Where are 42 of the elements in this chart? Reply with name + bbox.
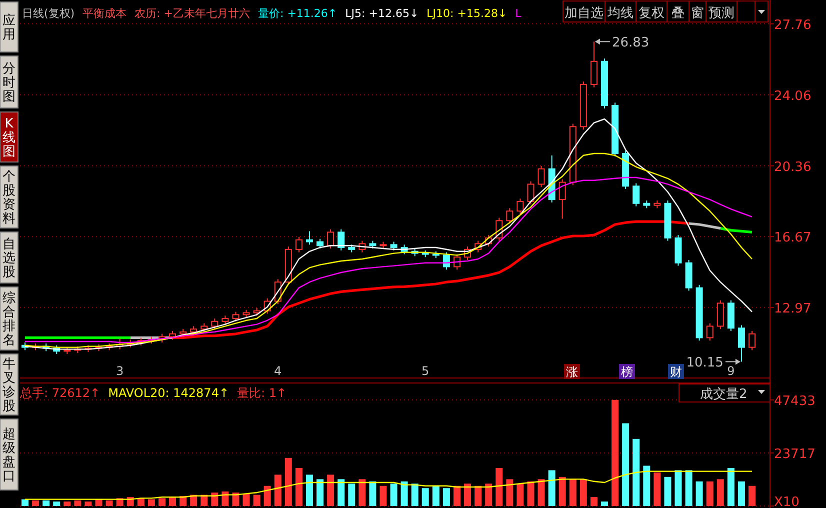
annotation: 复权 [638, 6, 664, 21]
y-tick-label: X10 [774, 495, 800, 508]
annotation: 平衡成本 [82, 7, 127, 20]
y-tick-label: 16.67 [774, 230, 812, 246]
y-tick-label: 12.97 [774, 302, 812, 317]
annotation: 均线 [606, 6, 634, 21]
annotation: 财 [670, 365, 682, 379]
annotation: L [515, 7, 522, 20]
text: 应用 [2, 12, 16, 42]
annotation: LJ5: +12.65↓ [345, 7, 419, 20]
x-tick-label: 4 [274, 364, 282, 378]
annotation: 日线(复权) [22, 7, 75, 20]
annotation: MAVOL20: 142874↑ [108, 386, 230, 400]
y-tick-label: 20.36 [774, 160, 812, 175]
annotation: 26.83 [612, 36, 650, 51]
y-tick-label: 24.06 [774, 88, 812, 104]
text: 自选股 [2, 237, 16, 280]
annotation: 量比: 1↑ [237, 386, 287, 400]
text: 个股资料 [2, 170, 16, 226]
annotation: 10.15 [686, 356, 724, 371]
annotation: 农历: +乙未年七月廿六 [134, 7, 250, 20]
y-tick-label: 23717 [774, 446, 816, 462]
x-tick-label: 5 [422, 364, 430, 378]
annotation: 成交量2 [700, 386, 748, 402]
annotation: 叠 [672, 6, 684, 21]
annotation: 预测 [708, 6, 734, 21]
text: 超级盘口 [2, 427, 16, 484]
text: K线图 [2, 116, 16, 160]
x-tick-label: 9 [727, 364, 735, 378]
annotation: 总手: 72612↑ [19, 386, 100, 400]
text: 综合排名 [2, 291, 16, 348]
annotation: 量价: +11.26↑ [258, 7, 338, 20]
annotation: LJ10: +15.28↓ [426, 7, 508, 20]
annotation: 窗 [691, 5, 704, 21]
y-tick-label: 27.76 [774, 18, 812, 33]
annotation: 加自选 [564, 6, 604, 21]
y-tick-label: 47433 [774, 394, 816, 409]
annotation: 涨 [566, 365, 578, 379]
annotation: 榜 [621, 365, 633, 379]
x-tick-label: 3 [116, 364, 124, 378]
text: 分时图 [2, 62, 16, 104]
text: 牛叉诊股 [2, 357, 16, 414]
